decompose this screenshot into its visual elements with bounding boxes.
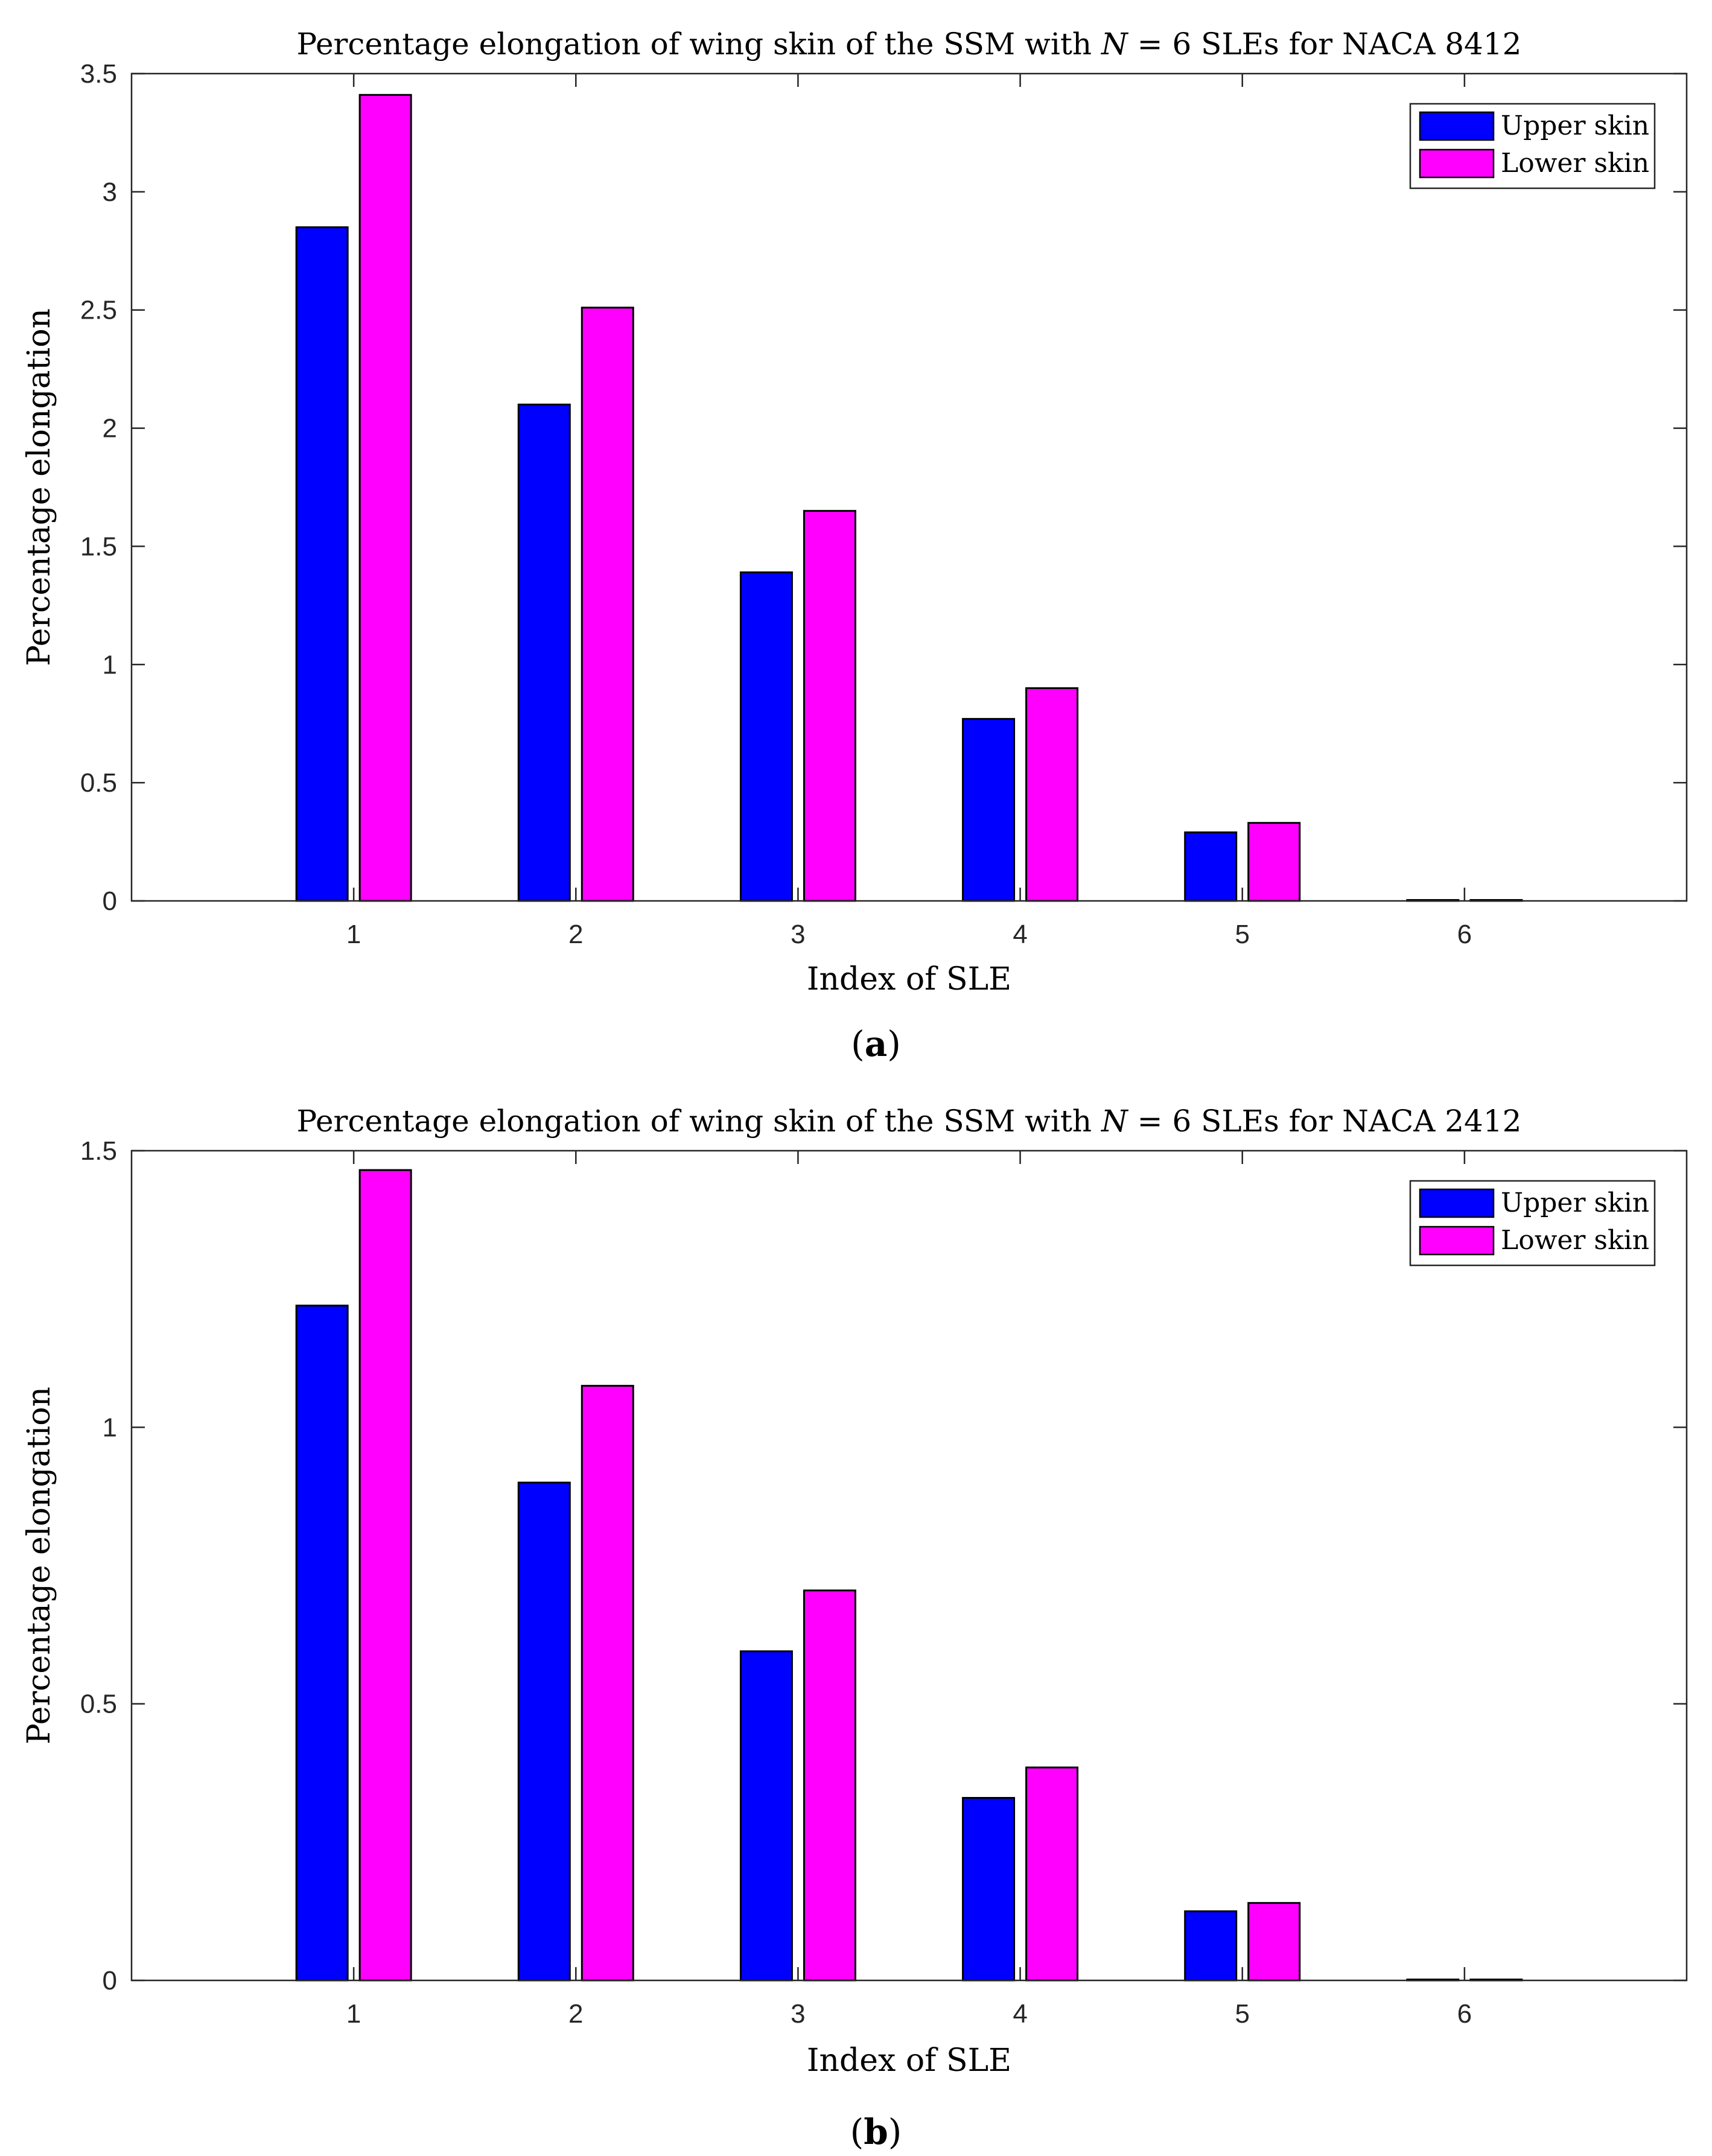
- bar-lower-3: [803, 510, 856, 902]
- x-tick-label: 5: [1235, 1999, 1249, 2029]
- chart-title-var: N: [1101, 1104, 1129, 1139]
- x-tick-label: 1: [346, 1999, 361, 2029]
- caption-open: (: [850, 2111, 864, 2152]
- caption-letter: a: [865, 1023, 888, 1064]
- chart-title-suffix: = 6 SLEs for NACA 8412: [1128, 27, 1522, 62]
- y-tick-label: 0: [103, 1966, 117, 1995]
- x-tick-label: 2: [568, 920, 583, 949]
- y-tick-label: 3.5: [80, 59, 117, 89]
- caption-close: ): [887, 1023, 901, 1064]
- y-axis-label: Percentage elongation: [21, 1387, 57, 1744]
- y-tick-label: 3: [103, 177, 117, 207]
- x-tick-label: 1: [346, 920, 361, 949]
- chart-title-var: N: [1101, 27, 1129, 62]
- x-tick-label: 4: [1013, 1999, 1027, 2029]
- bar-upper-5: [1184, 1910, 1238, 1982]
- chart-title: Percentage elongation of wing skin of th…: [297, 27, 1522, 62]
- x-tick-label: 6: [1457, 920, 1472, 949]
- bar-lower-2: [581, 1385, 634, 1982]
- y-tick-label: 1: [103, 650, 117, 679]
- legend-label-upper: Upper skin: [1501, 1188, 1649, 1218]
- figure-caption: (a): [851, 1023, 901, 1064]
- plot-frame: [130, 72, 1688, 902]
- bar-upper-4: [962, 717, 1016, 902]
- legend-swatch-upper: [1419, 111, 1495, 141]
- bar-upper-2: [517, 403, 571, 902]
- bar-lower-1: [358, 94, 412, 902]
- bar-upper-1: [295, 226, 349, 902]
- caption-open: (: [851, 1023, 865, 1064]
- y-tick-label: 2: [103, 414, 117, 444]
- legend-swatch-lower: [1419, 148, 1495, 179]
- bar-lower-4: [1025, 1766, 1079, 1982]
- bar-upper-1: [295, 1305, 349, 1982]
- bar-lower-2: [581, 307, 634, 902]
- bar-lower-5: [1247, 1902, 1301, 1982]
- y-tick-label: 1: [103, 1413, 117, 1442]
- x-tick-label: 2: [568, 1999, 583, 2029]
- legend-label-lower: Lower skin: [1501, 1225, 1649, 1256]
- x-tick-label: 6: [1457, 1999, 1472, 2029]
- bar-upper-3: [739, 1650, 793, 1982]
- y-tick-label: 0.5: [80, 768, 117, 798]
- x-tick-label: 3: [791, 1999, 805, 2029]
- bar-upper-4: [962, 1797, 1016, 1982]
- caption-close: ): [888, 2111, 902, 2152]
- chart-a: Percentage elongation of wing skin of th…: [21, 27, 1688, 1064]
- x-tick-label: 3: [791, 920, 805, 949]
- bar-lower-1: [358, 1169, 412, 1982]
- plot-frame: [130, 1150, 1688, 1982]
- figure-caption: (b): [850, 2111, 902, 2152]
- x-axis-label: Index of SLE: [807, 2043, 1011, 2079]
- legend: Upper skin Lower skin: [1409, 103, 1656, 189]
- legend-label-lower: Lower skin: [1501, 148, 1649, 179]
- x-axis-label: Index of SLE: [807, 961, 1011, 997]
- caption-letter: b: [864, 2111, 888, 2152]
- y-tick-label: 0.5: [80, 1690, 117, 1719]
- bar-upper-5: [1184, 831, 1238, 902]
- bar-lower-3: [803, 1589, 856, 1982]
- x-tick-label: 4: [1013, 920, 1027, 949]
- y-axis-label: Percentage elongation: [21, 308, 57, 666]
- y-tick-label: 2.5: [80, 296, 117, 325]
- chart-b: Percentage elongation of wing skin of th…: [21, 1104, 1688, 2152]
- chart-title-suffix: = 6 SLEs for NACA 2412: [1128, 1104, 1522, 1139]
- chart-title: Percentage elongation of wing skin of th…: [297, 1104, 1522, 1139]
- chart-title-prefix: Percentage elongation of wing skin of th…: [297, 1104, 1101, 1139]
- legend: Upper skin Lower skin: [1409, 1180, 1656, 1267]
- bar-lower-5: [1247, 822, 1301, 902]
- legend-swatch-upper: [1419, 1188, 1495, 1218]
- legend-swatch-lower: [1419, 1226, 1495, 1256]
- bar-upper-3: [739, 571, 793, 902]
- bar-upper-2: [517, 1481, 571, 1982]
- y-tick-label: 1.5: [80, 532, 117, 561]
- y-tick-label: 0: [103, 886, 117, 916]
- chart-title-prefix: Percentage elongation of wing skin of th…: [297, 27, 1101, 62]
- bar-lower-4: [1025, 687, 1079, 902]
- x-tick-label: 5: [1235, 920, 1249, 949]
- legend-label-upper: Upper skin: [1501, 110, 1649, 141]
- y-tick-label: 1.5: [80, 1136, 117, 1166]
